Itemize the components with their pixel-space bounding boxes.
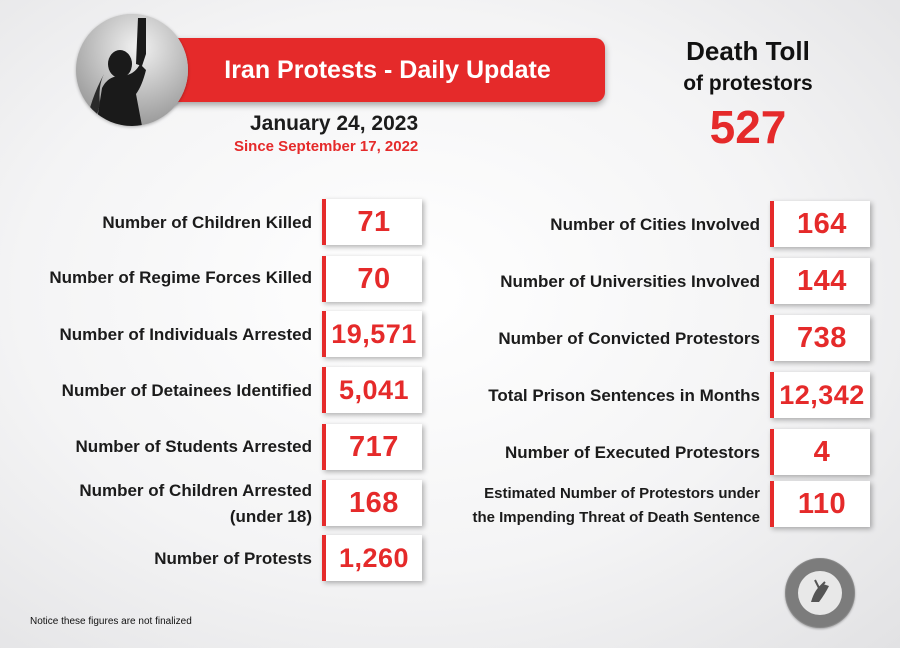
stat-value-children-arrested: 168 [322, 480, 422, 526]
page-title: Iran Protests - Daily Update [224, 55, 551, 84]
stat-label-children-arrested: Number of Children Arrested (under 18) [79, 480, 312, 528]
title-banner: Iran Protests - Daily Update [150, 38, 605, 102]
stat-value-death-sentence-threat: 110 [770, 481, 870, 527]
stat-label-executed-protestors: Number of Executed Protestors [504, 443, 760, 462]
protester-silhouette-icon [76, 14, 188, 126]
stat-value-children-killed: 71 [322, 199, 422, 245]
stat-value-detainees-identified: 5,041 [322, 367, 422, 413]
stat-label-children-arrested-line1: Number of Children Arrested [79, 481, 312, 500]
footer-notice: Notice these figures are not finalized [30, 616, 192, 627]
stat-value-universities-involved: 144 [770, 258, 870, 304]
stat-label-death-sentence-threat-line1: Estimated Number of Protestors under [484, 485, 760, 502]
stat-value-individuals-arrested: 19,571 [322, 311, 422, 357]
stat-label-individuals-arrested: Number of Individuals Arrested [59, 325, 312, 344]
stat-value-convicted-protestors: 738 [770, 315, 870, 361]
hrai-logo [785, 558, 855, 628]
stat-label-regime-forces-killed: Number of Regime Forces Killed [49, 268, 312, 287]
stat-value-prison-sentences: 12,342 [770, 372, 870, 418]
stat-label-detainees-identified: Number of Detainees Identified [61, 381, 312, 400]
since-date: Since September 17, 2022 [234, 138, 419, 155]
stat-value-cities-involved: 164 [770, 201, 870, 247]
stat-label-children-arrested-line2: (under 18) [229, 507, 312, 526]
death-toll-value: 527 [709, 101, 787, 153]
stat-label-universities-involved: Number of Universities Involved [500, 272, 760, 291]
stat-value-students-arrested: 717 [322, 424, 422, 470]
stat-label-students-arrested: Number of Students Arrested [75, 437, 312, 456]
protest-photo [76, 14, 188, 126]
stat-label-prison-sentences: Total Prison Sentences in Months [488, 386, 760, 405]
stat-value-regime-forces-killed: 70 [322, 256, 422, 302]
stat-value-executed-protestors: 4 [770, 429, 870, 475]
stat-label-children-killed: Number of Children Killed [102, 213, 312, 232]
human-rights-logo-icon [786, 559, 854, 627]
report-date: January 24, 2023 [250, 112, 419, 135]
stat-label-convicted-protestors: Number of Convicted Protestors [498, 329, 760, 348]
stat-label-protests: Number of Protests [154, 549, 312, 568]
stat-value-protests: 1,260 [322, 535, 422, 581]
death-toll-subtitle: of protestors [683, 72, 813, 95]
stat-label-cities-involved: Number of Cities Involved [550, 215, 760, 234]
stat-label-death-sentence-threat: Estimated Number of Protestors under the… [472, 483, 760, 529]
death-toll-title: Death Toll [686, 36, 810, 66]
stat-label-death-sentence-threat-line2: the Impending Threat of Death Sentence [472, 509, 760, 526]
